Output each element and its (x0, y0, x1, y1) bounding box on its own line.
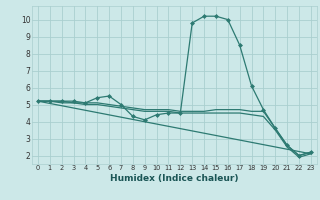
X-axis label: Humidex (Indice chaleur): Humidex (Indice chaleur) (110, 174, 239, 183)
